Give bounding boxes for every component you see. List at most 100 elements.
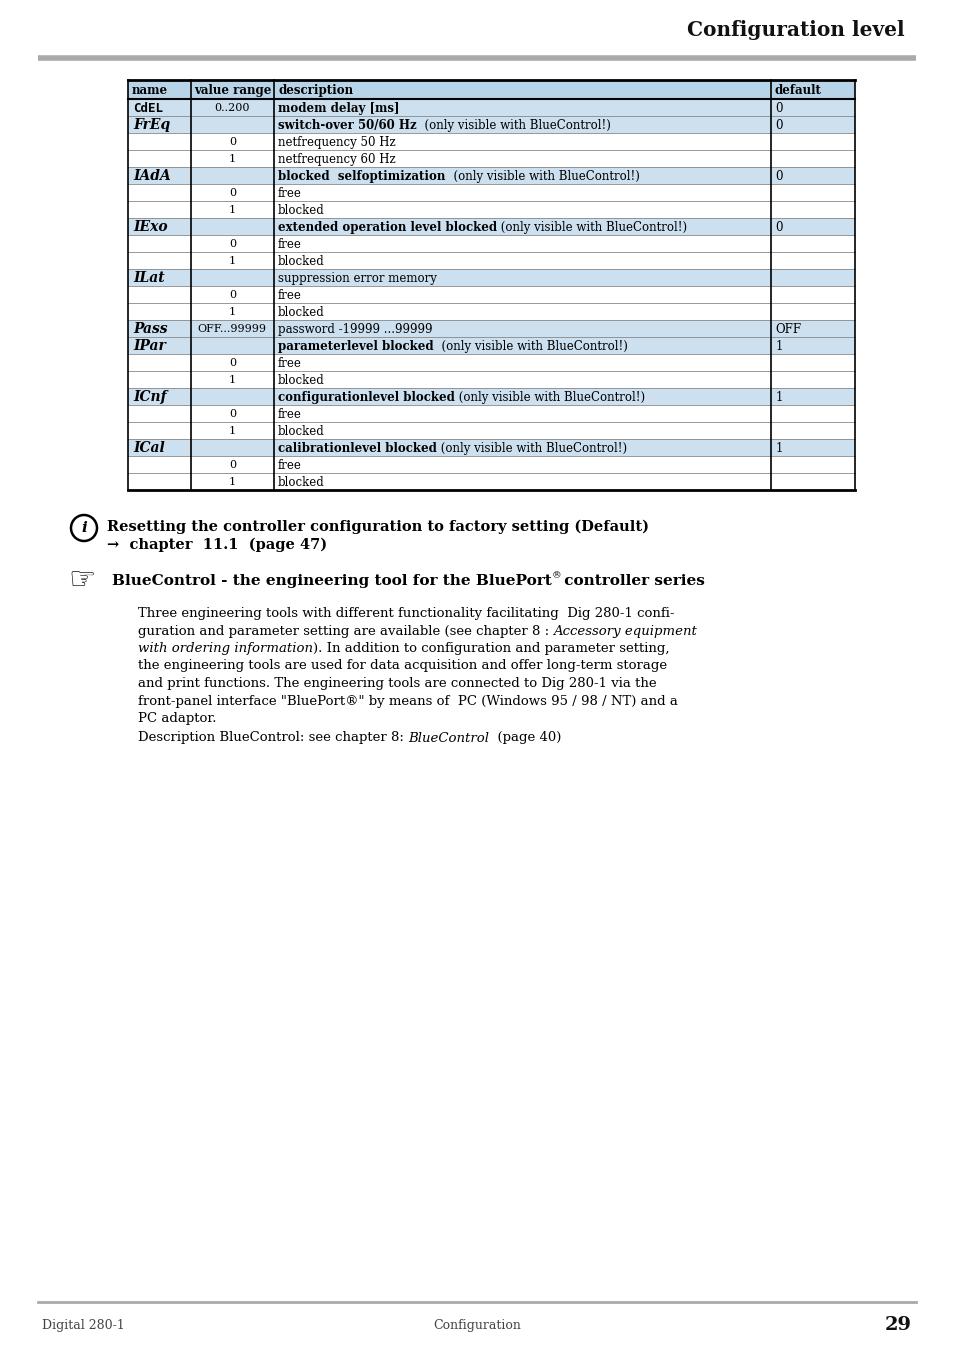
Text: (only visible with BlueControl!): (only visible with BlueControl!): [436, 441, 626, 455]
Text: 0: 0: [775, 220, 782, 234]
Text: 0: 0: [229, 239, 235, 250]
Text: IExo: IExo: [132, 220, 168, 234]
Text: controller series: controller series: [558, 574, 704, 589]
Text: netfrequency 60 Hz: netfrequency 60 Hz: [278, 153, 395, 166]
Text: 0: 0: [229, 290, 235, 300]
Text: ®: ®: [551, 571, 561, 580]
Bar: [128, 286, 854, 302]
Bar: [128, 80, 854, 99]
Text: BlueControl - the engineering tool for the BluePort: BlueControl - the engineering tool for t…: [112, 574, 551, 589]
Text: IPar: IPar: [132, 339, 166, 354]
Bar: [128, 439, 854, 456]
Text: Pass: Pass: [132, 323, 168, 336]
Bar: [128, 371, 854, 387]
Text: (only visible with BlueControl!): (only visible with BlueControl!): [445, 170, 639, 182]
Text: 0: 0: [229, 460, 235, 470]
Text: 1: 1: [775, 441, 782, 455]
Bar: [128, 456, 854, 472]
Text: Description BlueControl: see chapter 8:: Description BlueControl: see chapter 8:: [138, 732, 408, 744]
Text: (only visible with BlueControl!): (only visible with BlueControl!): [497, 220, 687, 234]
Text: 0..200: 0..200: [214, 103, 250, 113]
Text: suppression error memory: suppression error memory: [278, 271, 436, 285]
Text: password -19999 ...99999: password -19999 ...99999: [278, 323, 432, 336]
Text: the engineering tools are used for data acquisition and offer long-term storage: the engineering tools are used for data …: [138, 660, 666, 672]
Text: blocked: blocked: [278, 204, 325, 217]
Bar: [128, 116, 854, 134]
Text: parameterlevel blocked: parameterlevel blocked: [278, 340, 434, 352]
Text: 1: 1: [229, 477, 235, 487]
Text: 0: 0: [229, 358, 235, 369]
Text: Configuration level: Configuration level: [687, 20, 904, 40]
Text: ). In addition to configuration and parameter setting,: ). In addition to configuration and para…: [313, 643, 669, 655]
Text: name: name: [132, 84, 168, 97]
Text: Accessory equipment: Accessory equipment: [553, 625, 697, 637]
Text: 1: 1: [229, 308, 235, 317]
Bar: [128, 150, 854, 167]
Text: front-panel interface "BluePort®" by means of  PC (Windows 95 / 98 / NT) and a: front-panel interface "BluePort®" by mea…: [138, 694, 678, 707]
Text: free: free: [278, 238, 302, 251]
Text: BlueControl: BlueControl: [408, 732, 489, 744]
Text: Digital 280-1: Digital 280-1: [42, 1319, 125, 1331]
Text: Configuration: Configuration: [433, 1319, 520, 1331]
Text: PC adaptor.: PC adaptor.: [138, 711, 216, 725]
Text: calibrationlevel blocked: calibrationlevel blocked: [278, 441, 436, 455]
Bar: [128, 269, 854, 286]
Text: free: free: [278, 408, 302, 421]
Text: ☞: ☞: [68, 567, 95, 595]
Text: 1: 1: [229, 154, 235, 165]
Text: 0: 0: [229, 138, 235, 147]
Text: Resetting the controller configuration to factory setting (Default): Resetting the controller configuration t…: [107, 520, 648, 535]
Bar: [128, 354, 854, 371]
Bar: [128, 302, 854, 320]
Text: 0: 0: [775, 101, 782, 115]
Text: 1: 1: [775, 340, 782, 352]
Text: 0: 0: [775, 170, 782, 182]
Text: Three engineering tools with different functionality facilitating  Dig 280-1 con: Three engineering tools with different f…: [138, 608, 674, 620]
Bar: [128, 405, 854, 423]
Text: 1: 1: [229, 427, 235, 436]
Bar: [128, 387, 854, 405]
Text: default: default: [774, 84, 821, 97]
Text: 1: 1: [229, 256, 235, 266]
Text: switch-over 50/60 Hz: switch-over 50/60 Hz: [278, 119, 416, 132]
Text: guration and parameter setting are available (see chapter 8 :: guration and parameter setting are avail…: [138, 625, 553, 637]
Text: →  chapter  11.1  (page 47): → chapter 11.1 (page 47): [107, 539, 327, 552]
Text: blocked  selfoptimization: blocked selfoptimization: [278, 170, 445, 182]
Text: 1: 1: [229, 375, 235, 385]
Text: configurationlevel blocked: configurationlevel blocked: [278, 390, 455, 404]
Text: ICal: ICal: [132, 441, 165, 455]
Bar: [128, 252, 854, 269]
Text: free: free: [278, 186, 302, 200]
Text: free: free: [278, 289, 302, 301]
Text: netfrequency 50 Hz: netfrequency 50 Hz: [278, 136, 395, 148]
Text: 29: 29: [884, 1316, 911, 1334]
Bar: [128, 423, 854, 439]
Text: (only visible with BlueControl!): (only visible with BlueControl!): [416, 119, 610, 132]
Text: blocked: blocked: [278, 374, 325, 386]
Bar: [128, 99, 854, 116]
Text: (page 40): (page 40): [489, 732, 561, 744]
Text: blocked: blocked: [278, 255, 325, 267]
Text: extended operation level blocked: extended operation level blocked: [278, 220, 497, 234]
Text: OFF...99999: OFF...99999: [197, 324, 267, 335]
Text: CdEL: CdEL: [132, 101, 163, 115]
Bar: [128, 472, 854, 490]
Text: blocked: blocked: [278, 475, 325, 489]
Text: blocked: blocked: [278, 425, 325, 437]
Text: 1: 1: [229, 205, 235, 215]
Text: and print functions. The engineering tools are connected to Dig 280-1 via the: and print functions. The engineering too…: [138, 676, 656, 690]
Text: 0: 0: [229, 409, 235, 420]
Text: 0: 0: [229, 188, 235, 198]
Text: i: i: [81, 521, 87, 535]
Bar: [128, 235, 854, 252]
Text: value range: value range: [194, 84, 272, 97]
Text: (only visible with BlueControl!): (only visible with BlueControl!): [455, 390, 644, 404]
Text: with ordering information: with ordering information: [138, 643, 313, 655]
Text: 0: 0: [775, 119, 782, 132]
Text: blocked: blocked: [278, 305, 325, 319]
Text: FrEq: FrEq: [132, 119, 170, 132]
Bar: [128, 167, 854, 184]
Text: ICnf: ICnf: [132, 390, 167, 404]
Text: (only visible with BlueControl!): (only visible with BlueControl!): [434, 340, 627, 352]
Text: description: description: [278, 84, 353, 97]
